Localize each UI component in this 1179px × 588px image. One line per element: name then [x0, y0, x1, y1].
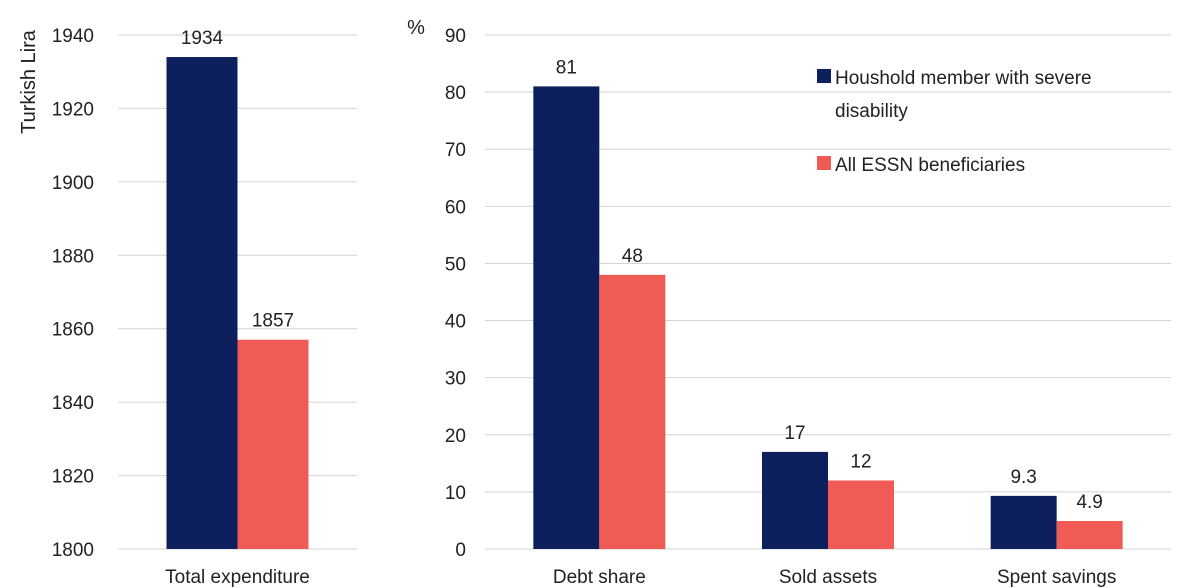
y-tick-label: 1940 — [52, 26, 94, 47]
y-tick-label: 10 — [445, 483, 466, 504]
y-tick-label: 20 — [445, 426, 466, 447]
bar-sold-assets-series-1 — [762, 451, 828, 549]
data-label-spent-savings-series-2: 4.9 — [1076, 492, 1102, 513]
y-tick-label: 60 — [445, 197, 466, 218]
data-label-total-expenditure-series-2: 1857 — [252, 311, 294, 332]
x-category-label: Debt share — [553, 567, 646, 588]
data-label-sold-assets-series-2: 12 — [850, 451, 871, 472]
y-tick-label: 70 — [445, 140, 466, 161]
bar-total-expenditure-series-2 — [237, 339, 309, 549]
data-label-sold-assets-series-1: 17 — [784, 423, 805, 444]
x-category-label: Sold assets — [779, 567, 877, 588]
right-chart-coping-strategies: 0 10 20 30 40 50 60 70 80 90% 81 48 Debt share 17 12 So… — [407, 17, 1171, 588]
legend-swatch-disability — [817, 69, 831, 83]
y-tick-label: 40 — [445, 312, 466, 333]
chart-legend: Houshold member with severe disability A… — [817, 68, 1092, 176]
y-tick-label: 1840 — [52, 393, 94, 414]
legend-label-disability-line2: disability — [835, 101, 908, 122]
x-category-label: Spent savings — [997, 567, 1116, 588]
left-chart-total-expenditure: 1800 1820 1840 1860 1880 1900 1920 1940 Turkish … — [18, 26, 357, 588]
y-axis-label: % — [407, 17, 425, 39]
y-tick-label: 0 — [455, 540, 466, 561]
y-tick-label: 1900 — [52, 173, 94, 194]
y-tick-label: 1920 — [52, 99, 94, 120]
bar-spent-savings-series-2 — [1056, 521, 1123, 549]
bar-total-expenditure-series-1 — [166, 57, 238, 550]
y-tick-label: 1860 — [52, 320, 94, 341]
y-tick-label: 1880 — [52, 246, 94, 267]
bar-spent-savings-series-1 — [990, 495, 1057, 549]
y-tick-label: 90 — [445, 26, 466, 47]
y-tick-label: 30 — [445, 369, 466, 390]
bar-debt-share-series-1 — [533, 86, 600, 550]
x-category-label: Total expenditure — [165, 567, 310, 588]
legend-swatch-all-essn — [817, 156, 831, 170]
data-label-spent-savings-series-1: 9.3 — [1010, 467, 1036, 488]
y-tick-label: 50 — [445, 254, 466, 275]
y-tick-label: 1800 — [52, 540, 94, 561]
bar-sold-assets-series-2 — [828, 480, 894, 549]
bar-debt-share-series-2 — [599, 274, 666, 549]
y-tick-label: 80 — [445, 83, 466, 104]
data-label-debt-share-series-1: 81 — [556, 57, 577, 78]
legend-label-all-essn: All ESSN beneficiaries — [835, 155, 1025, 176]
legend-label-disability-line1: Houshold member with severe — [835, 68, 1092, 89]
y-axis-label: Turkish Lira — [18, 29, 40, 134]
y-tick-label: 1820 — [52, 467, 94, 488]
data-label-total-expenditure-series-1: 1934 — [181, 28, 224, 49]
data-label-debt-share-series-2: 48 — [622, 246, 643, 267]
